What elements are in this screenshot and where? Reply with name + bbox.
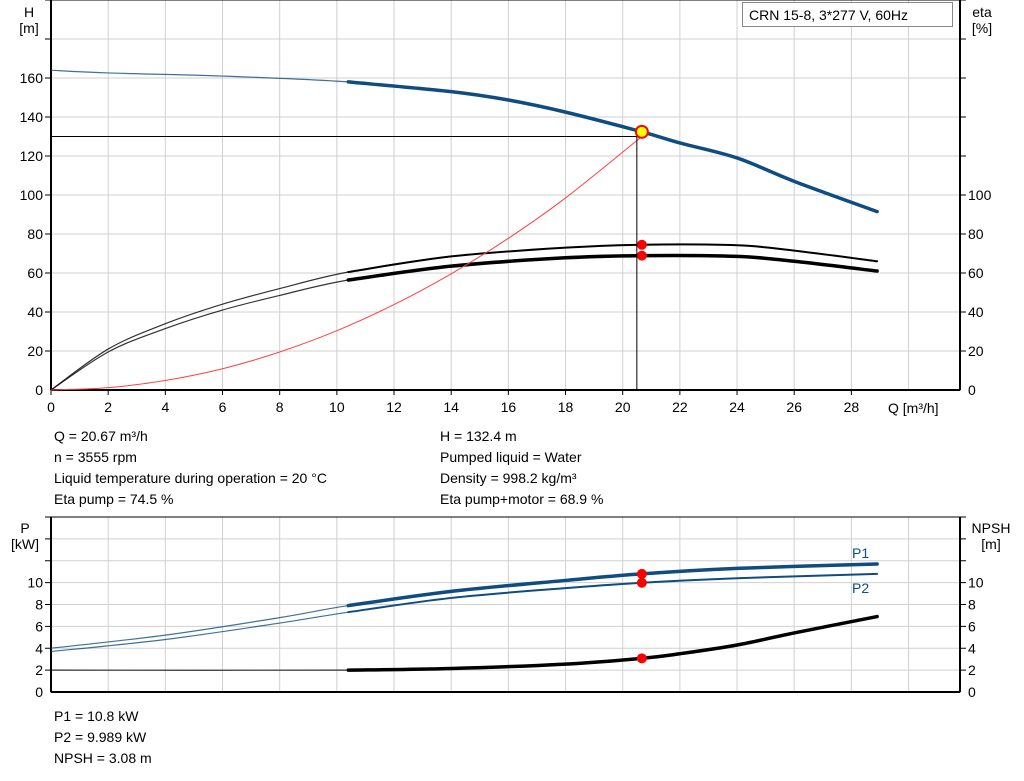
- x-tick-label: 10: [329, 399, 345, 415]
- info-bottom: P1 = 10.8 kW P2 = 9.989 kW NPSH = 3.08 m: [54, 708, 152, 766]
- y-tick-label-right: 100: [968, 187, 992, 203]
- x-tick-label: 6: [219, 399, 227, 415]
- h-axis-label: H [m]: [19, 4, 39, 36]
- y-tick-label-left: 60: [27, 265, 43, 281]
- x-tick-label: 2: [104, 399, 112, 415]
- y-tick-label-right: 10: [968, 575, 984, 591]
- y-tick-label-right: 8: [968, 597, 976, 613]
- eta_pump_motor-duty-point: [636, 250, 647, 261]
- eta-axis-label: eta [%]: [971, 4, 993, 36]
- p2-duty-point: [636, 577, 647, 588]
- head-curve: [346, 80, 879, 214]
- x-tick-label: 26: [786, 399, 802, 415]
- p2-series-label: P2: [852, 580, 870, 596]
- x-tick-label: 28: [844, 399, 860, 415]
- p1-curve: [346, 562, 879, 608]
- npsh-axis-label: NPSH [m]: [971, 520, 1011, 552]
- system-curve: [50, 136, 643, 391]
- eta_pump_motor-curve-extended: [50, 254, 878, 391]
- info-top-right: H = 132.4 m Pumped liquid = Water Density …: [440, 428, 604, 507]
- y-tick-label-right: 60: [968, 265, 984, 281]
- x-tick-label: 12: [386, 399, 402, 415]
- x-tick-label: 22: [672, 399, 688, 415]
- y-tick-label-left: 120: [20, 148, 44, 164]
- x-tick-label: 16: [501, 399, 517, 415]
- x-tick-label: 20: [615, 399, 631, 415]
- p1-duty-point: [636, 568, 647, 579]
- p2-curve-extended: [50, 573, 878, 653]
- info-top-left: Q = 20.67 m³/h n = 3555 rpm Liquid tempera…: [54, 428, 327, 507]
- y-tick-label-left: 6: [35, 618, 43, 634]
- y-tick-label-left: 0: [35, 382, 43, 398]
- y-tick-label-left: 140: [20, 109, 44, 125]
- y-tick-label-left: 8: [35, 597, 43, 613]
- x-tick-label: 8: [276, 399, 284, 415]
- eta_pump-duty-point: [636, 239, 647, 250]
- y-tick-label-left: 40: [27, 304, 43, 320]
- y-tick-label-left: 160: [20, 70, 44, 86]
- npsh-duty-point: [636, 653, 647, 664]
- x-tick-label: 4: [161, 399, 169, 415]
- y-tick-label-right: 6: [968, 618, 976, 634]
- p2-curve: [347, 572, 879, 614]
- x-tick-label: 14: [443, 399, 459, 415]
- pump-title-box: CRN 15-8, 3*277 V, 60Hz: [742, 2, 953, 27]
- y-tick-label-right: 40: [968, 304, 984, 320]
- y-tick-label-right: 20: [968, 343, 984, 359]
- q-axis-label: Q [m³/h]: [888, 400, 939, 416]
- y-tick-label-right: 4: [968, 640, 976, 656]
- head-curve-extended: [50, 69, 878, 213]
- p1-curve-extended: [50, 563, 878, 649]
- y-tick-label-left: 80: [27, 226, 43, 242]
- y-tick-label-right: 0: [968, 684, 976, 700]
- y-tick-label-left: 20: [27, 343, 43, 359]
- y-tick-label-left: 0: [35, 684, 43, 700]
- p-axis-label: P [kW]: [11, 520, 39, 552]
- x-tick-label: 18: [558, 399, 574, 415]
- x-tick-label: 0: [47, 399, 55, 415]
- y-tick-label-left: 10: [27, 575, 43, 591]
- y-tick-label-right: 0: [968, 382, 976, 398]
- npsh-curve: [346, 614, 879, 672]
- duty-point-marker: [634, 124, 649, 139]
- y-tick-label-left: 100: [20, 187, 44, 203]
- p1-series-label: P1: [852, 545, 870, 561]
- x-tick-label: 24: [729, 399, 745, 415]
- y-tick-label-right: 80: [968, 226, 984, 242]
- y-tick-label-left: 2: [35, 662, 43, 678]
- y-tick-label-right: 2: [968, 662, 976, 678]
- y-tick-label-left: 4: [35, 640, 43, 656]
